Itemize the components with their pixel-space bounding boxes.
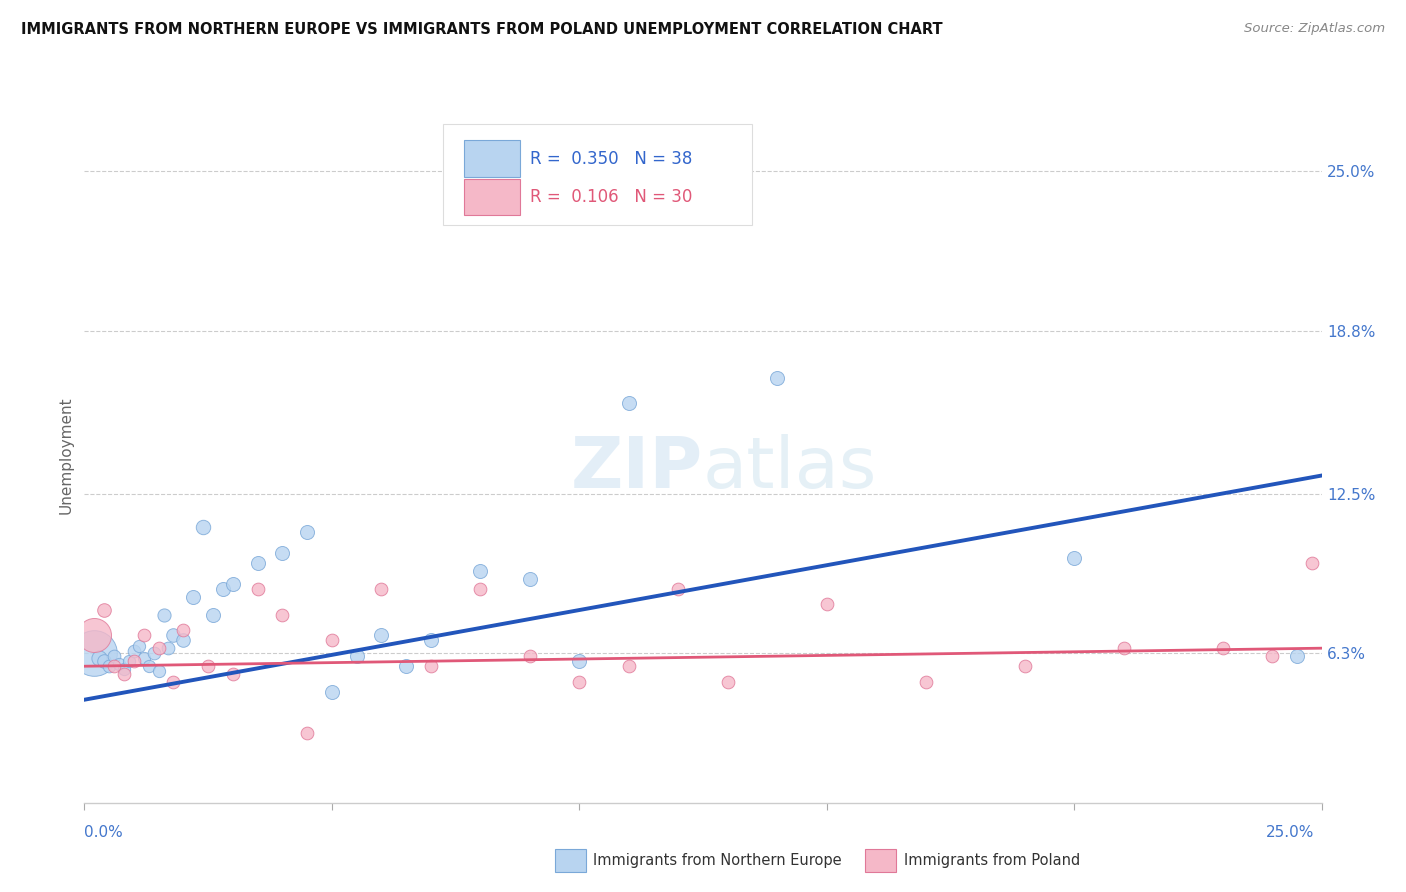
Point — [1261, 648, 1284, 663]
Point — [222, 576, 245, 591]
Point — [470, 582, 492, 596]
Point — [419, 659, 441, 673]
Point — [212, 582, 235, 596]
Point — [122, 654, 145, 668]
Point — [321, 633, 343, 648]
Text: Immigrants from Northern Europe: Immigrants from Northern Europe — [593, 854, 842, 868]
Point — [118, 654, 141, 668]
Point — [83, 628, 105, 642]
Point — [568, 654, 591, 668]
Point — [666, 582, 689, 596]
Text: atlas: atlas — [703, 434, 877, 503]
Point — [112, 662, 135, 676]
Point — [138, 659, 160, 673]
Point — [617, 396, 640, 410]
Point — [222, 667, 245, 681]
Y-axis label: Unemployment: Unemployment — [58, 396, 73, 514]
Point — [568, 674, 591, 689]
Point — [370, 628, 392, 642]
Point — [914, 674, 936, 689]
Point — [246, 582, 269, 596]
Text: 0.0%: 0.0% — [84, 825, 124, 840]
Point — [148, 665, 170, 679]
Point — [148, 641, 170, 656]
Point — [122, 644, 145, 658]
Point — [83, 646, 105, 660]
Point — [98, 659, 121, 673]
Point — [162, 674, 184, 689]
Point — [128, 639, 150, 653]
Point — [1014, 659, 1036, 673]
Point — [93, 654, 115, 668]
Point — [1285, 648, 1308, 663]
Point — [419, 633, 441, 648]
Point — [766, 370, 789, 384]
Point — [815, 598, 838, 612]
FancyBboxPatch shape — [464, 140, 520, 177]
Point — [172, 633, 194, 648]
Point — [132, 628, 155, 642]
Point — [197, 659, 219, 673]
Point — [346, 648, 368, 663]
Point — [93, 602, 115, 616]
Point — [103, 648, 125, 663]
Point — [271, 546, 294, 560]
Point — [157, 641, 180, 656]
Point — [89, 651, 111, 665]
Point — [202, 607, 225, 622]
Point — [132, 651, 155, 665]
Text: Source: ZipAtlas.com: Source: ZipAtlas.com — [1244, 22, 1385, 36]
Text: R =  0.106   N = 30: R = 0.106 N = 30 — [530, 188, 692, 206]
Point — [519, 572, 541, 586]
Point — [181, 590, 204, 604]
Point — [246, 556, 269, 570]
Point — [1063, 551, 1085, 566]
Point — [191, 520, 214, 534]
Point — [142, 646, 165, 660]
Point — [162, 628, 184, 642]
Point — [321, 685, 343, 699]
Point — [152, 607, 174, 622]
Point — [1212, 641, 1234, 656]
Point — [1301, 556, 1323, 570]
Point — [103, 659, 125, 673]
FancyBboxPatch shape — [464, 178, 520, 215]
Point — [295, 726, 318, 740]
Point — [295, 525, 318, 540]
Point — [108, 657, 131, 671]
Text: Immigrants from Poland: Immigrants from Poland — [904, 854, 1080, 868]
Point — [112, 667, 135, 681]
Text: R =  0.350   N = 38: R = 0.350 N = 38 — [530, 150, 692, 168]
Point — [271, 607, 294, 622]
Text: ZIP: ZIP — [571, 434, 703, 503]
Point — [370, 582, 392, 596]
Point — [519, 648, 541, 663]
Point — [395, 659, 418, 673]
Point — [717, 674, 740, 689]
FancyBboxPatch shape — [443, 124, 752, 226]
Point — [470, 564, 492, 578]
Point — [1112, 641, 1135, 656]
Text: IMMIGRANTS FROM NORTHERN EUROPE VS IMMIGRANTS FROM POLAND UNEMPLOYMENT CORRELATI: IMMIGRANTS FROM NORTHERN EUROPE VS IMMIG… — [21, 22, 942, 37]
Point — [617, 659, 640, 673]
Point — [172, 623, 194, 637]
Text: 25.0%: 25.0% — [1267, 825, 1315, 840]
